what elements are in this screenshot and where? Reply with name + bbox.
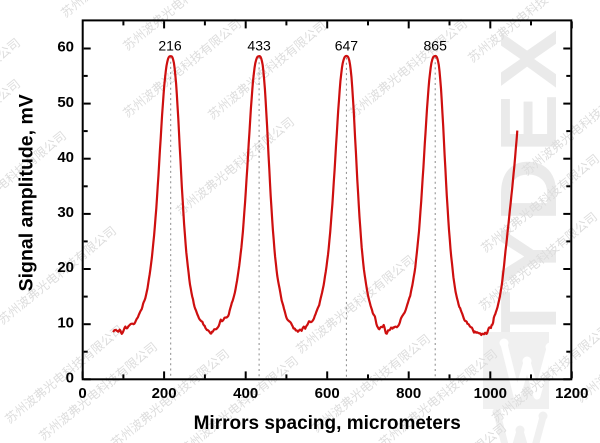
svg-text:400: 400	[233, 385, 258, 402]
svg-text:0: 0	[66, 370, 74, 387]
svg-text:865: 865	[424, 37, 448, 53]
svg-text:50: 50	[57, 94, 74, 111]
svg-text:TYDEX: TYDEX	[484, 24, 573, 345]
svg-text:600: 600	[315, 385, 340, 402]
svg-text:433: 433	[247, 37, 271, 53]
svg-text:20: 20	[57, 259, 74, 276]
svg-text:216: 216	[158, 37, 182, 53]
svg-text:0: 0	[78, 385, 86, 402]
svg-text:647: 647	[335, 37, 359, 53]
svg-text:800: 800	[396, 385, 421, 402]
svg-text:1000: 1000	[474, 385, 507, 402]
svg-text:10: 10	[57, 314, 74, 331]
svg-text:30: 30	[57, 204, 74, 221]
svg-text:60: 60	[57, 39, 74, 56]
svg-text:Signal amplitude, mV: Signal amplitude, mV	[15, 94, 37, 291]
svg-text:1200: 1200	[555, 385, 588, 402]
svg-text:200: 200	[152, 385, 177, 402]
svg-text:40: 40	[57, 149, 74, 166]
svg-text:Mirrors spacing, micrometers: Mirrors spacing, micrometers	[194, 413, 461, 434]
